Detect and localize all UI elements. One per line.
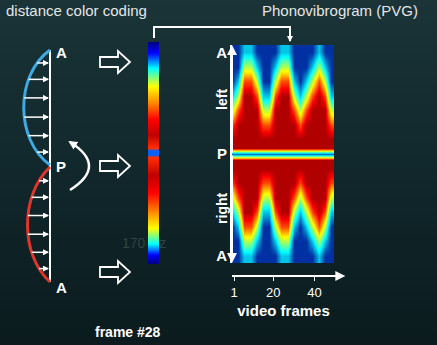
svg-text:right: right bbox=[214, 193, 230, 224]
svg-text:frame #28: frame #28 bbox=[95, 324, 161, 340]
svg-text:170 Hz: 170 Hz bbox=[122, 235, 166, 251]
svg-text:A: A bbox=[56, 279, 67, 296]
svg-text:A: A bbox=[216, 44, 227, 61]
svg-text:video frames: video frames bbox=[237, 302, 330, 319]
svg-text:A: A bbox=[216, 247, 227, 264]
svg-text:left: left bbox=[214, 89, 230, 110]
svg-text:distance color coding: distance color coding bbox=[6, 2, 147, 19]
svg-text:A: A bbox=[56, 44, 67, 61]
svg-text:P: P bbox=[56, 158, 66, 175]
svg-text:20: 20 bbox=[266, 285, 280, 300]
svg-text:1: 1 bbox=[230, 285, 237, 300]
svg-text:P: P bbox=[217, 145, 227, 162]
svg-text:40: 40 bbox=[307, 285, 321, 300]
svg-text:Phonovibrogram (PVG): Phonovibrogram (PVG) bbox=[262, 2, 418, 19]
